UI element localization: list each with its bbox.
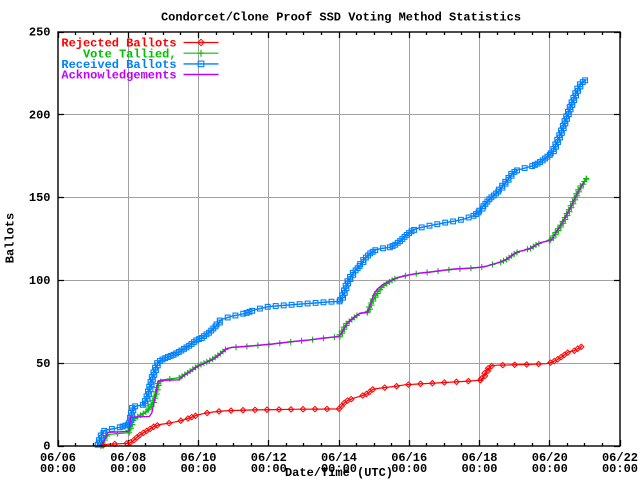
svg-text:06/12: 06/12 — [251, 451, 287, 465]
svg-text:00:00: 00:00 — [461, 462, 497, 476]
svg-text:100: 100 — [29, 274, 51, 288]
svg-text:Acknowledgements: Acknowledgements — [61, 69, 176, 83]
svg-text:00:00: 00:00 — [40, 462, 76, 476]
svg-text:Condorcet/Clone Proof SSD Voti: Condorcet/Clone Proof SSD Voting Method … — [161, 11, 521, 25]
svg-text:06/18: 06/18 — [461, 451, 497, 465]
svg-text:0: 0 — [43, 440, 50, 454]
svg-text:Rejected Ballots: Rejected Ballots — [61, 37, 176, 51]
svg-text:Ballots: Ballots — [4, 213, 18, 263]
svg-text:06/10: 06/10 — [180, 451, 216, 465]
svg-text:Date/Time (UTC): Date/Time (UTC) — [285, 466, 393, 480]
svg-text:06/20: 06/20 — [532, 451, 568, 465]
svg-text:00:00: 00:00 — [602, 462, 638, 476]
svg-text:00:00: 00:00 — [532, 462, 568, 476]
svg-text:Received Ballots: Received Ballots — [61, 58, 176, 72]
svg-text:50: 50 — [36, 357, 50, 371]
svg-text:200: 200 — [29, 108, 51, 122]
svg-text:06/14: 06/14 — [321, 451, 357, 465]
svg-text:00:00: 00:00 — [110, 462, 146, 476]
svg-text:06/06: 06/06 — [40, 451, 76, 465]
svg-text:06/16: 06/16 — [391, 451, 427, 465]
svg-text:00:00: 00:00 — [391, 462, 427, 476]
svg-text:150: 150 — [29, 191, 51, 205]
svg-text:06/22: 06/22 — [602, 451, 638, 465]
svg-text:06/08: 06/08 — [110, 451, 146, 465]
svg-text:00:00: 00:00 — [180, 462, 216, 476]
svg-text:00:00: 00:00 — [321, 462, 357, 476]
svg-text:00:00: 00:00 — [251, 462, 287, 476]
svg-text:250: 250 — [29, 26, 51, 40]
svg-text:Vote Tallied,: Vote Tallied, — [83, 47, 177, 61]
